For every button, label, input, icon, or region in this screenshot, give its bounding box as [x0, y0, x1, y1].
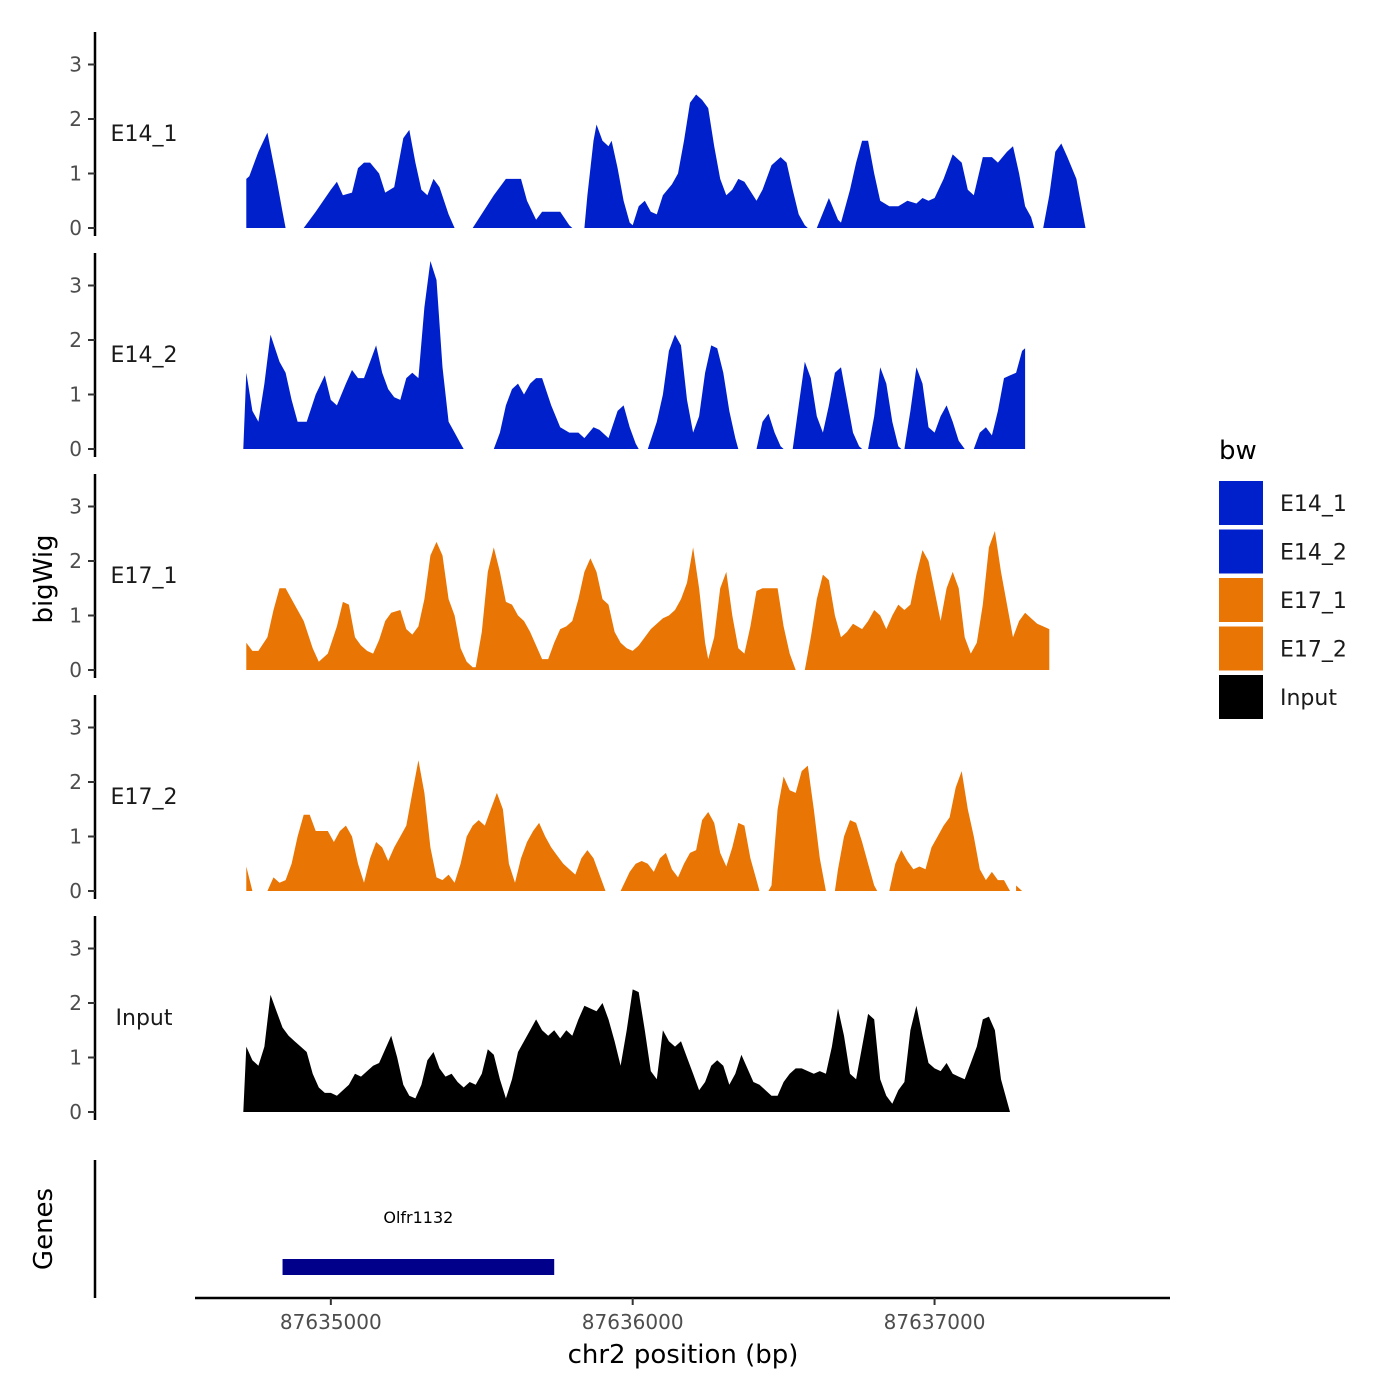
y-tick-label: 2 [69, 991, 82, 1015]
y-tick-label: 1 [69, 825, 82, 849]
y-tick-label: 0 [69, 658, 82, 682]
legend-entry-E14_2: E14_2 [1219, 529, 1347, 574]
x-tick-label: 87636000 [582, 1310, 684, 1334]
signal-area-Input [243, 989, 1011, 1112]
signal-area-E17_1 [246, 531, 1050, 670]
y-tick-label: 3 [69, 274, 82, 298]
legend-entry-E17_2: E17_2 [1219, 626, 1347, 671]
genes-panel: Olfr1132 [93, 1160, 555, 1298]
track-panels: 0 1 2 3 E14_1 0 1 2 3 E14_2 0 1 2 3 E17_1 0 1 2 3 E17_2 0 1 2 3… [69, 32, 1086, 1124]
legend-key [1219, 481, 1263, 525]
x-axis-title: chr2 position (bp) [568, 1340, 799, 1370]
track-label: E14_1 [111, 122, 178, 147]
genes-axis-title: Genes [29, 1188, 59, 1270]
y-tick-label: 2 [69, 107, 82, 131]
y-tick-label: 2 [69, 770, 82, 794]
y-tick-label: 0 [69, 216, 82, 240]
x-axis: 87635000 87636000 87637000 [195, 1296, 1170, 1334]
y-tick-label: 3 [69, 53, 82, 77]
y-tick-label: 2 [69, 549, 82, 573]
legend-entry-E17_1: E17_1 [1219, 578, 1347, 622]
y-tick-label: 1 [69, 383, 82, 407]
track-E17_1: 0 1 2 3 E17_1 [69, 474, 1050, 682]
legend-key [1219, 675, 1263, 719]
legend: bw E14_1 E14_2 E17_1 E17_2 Input [1219, 436, 1347, 719]
signal-area-E14_1 [246, 94, 1086, 228]
y-tick-label: 1 [69, 162, 82, 186]
track-label: Input [116, 1006, 173, 1031]
legend-entry-Input: Input [1219, 675, 1337, 719]
y-tick-label: 0 [69, 1100, 82, 1124]
track-label: E17_1 [111, 564, 178, 589]
gene-label: Olfr1132 [383, 1208, 453, 1227]
y-tick-label: 3 [69, 495, 82, 519]
legend-title: bw [1219, 436, 1257, 466]
legend-key [1219, 578, 1263, 622]
y-tick-label: 3 [69, 937, 82, 961]
gene-bar [282, 1259, 555, 1275]
y-tick-label: 0 [69, 879, 82, 903]
track-Input: 0 1 2 3 Input [69, 916, 1011, 1124]
legend-key [1219, 626, 1263, 671]
legend-label: E17_1 [1280, 589, 1347, 614]
track-label: E14_2 [111, 343, 178, 368]
legend-key [1219, 529, 1263, 574]
y-tick-label: 0 [69, 437, 82, 461]
track-E14_1: 0 1 2 3 E14_1 [69, 32, 1086, 240]
y-tick-label: 2 [69, 328, 82, 352]
track-E14_2: 0 1 2 3 E14_2 [69, 253, 1026, 461]
legend-label: E14_2 [1280, 541, 1347, 566]
legend-entry-E14_1: E14_1 [1219, 481, 1347, 525]
track-label: E17_2 [111, 785, 178, 810]
y-tick-label: 3 [69, 716, 82, 740]
signal-area-E14_2 [243, 261, 1026, 449]
y-axis-title: bigWig [29, 534, 59, 623]
legend-label: E17_2 [1280, 638, 1347, 663]
legend-label: Input [1280, 686, 1337, 711]
y-tick-label: 1 [69, 604, 82, 628]
track-E17_2: 0 1 2 3 E17_2 [69, 695, 1023, 903]
x-tick-label: 87637000 [884, 1310, 986, 1334]
x-tick-label: 87635000 [280, 1310, 382, 1334]
y-tick-label: 1 [69, 1046, 82, 1070]
signal-area-E17_2 [246, 760, 1023, 891]
legend-label: E14_1 [1280, 492, 1347, 517]
